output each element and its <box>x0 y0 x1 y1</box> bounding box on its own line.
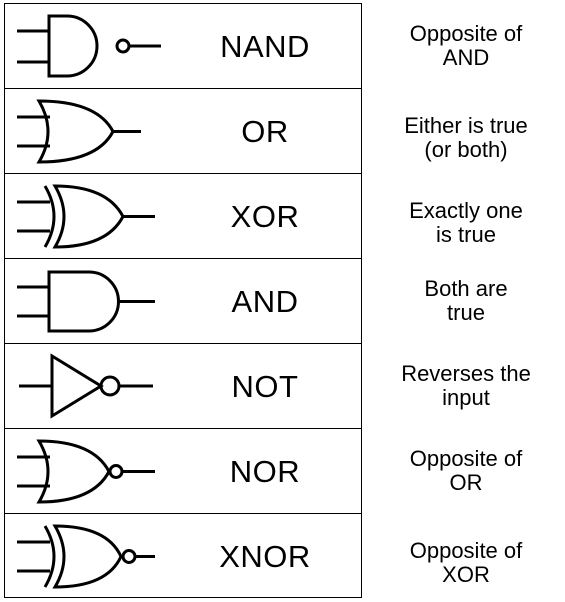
gate-name: NOR <box>229 454 301 489</box>
gate-name: XNOR <box>219 539 311 574</box>
gate-description-not: Reverses the input <box>401 361 531 410</box>
gate-row-xor: XOR <box>5 174 361 259</box>
nand-gate-icon <box>17 14 161 78</box>
gate-name: XOR <box>230 199 300 234</box>
gate-description-xnor: Opposite of XOR <box>409 538 523 587</box>
xor-gate-icon <box>17 184 155 249</box>
gate-table: NAND OR XOR <box>4 3 362 598</box>
gate-description-nand: Opposite of AND <box>409 21 523 70</box>
gate-row-nor: NOR <box>5 429 361 514</box>
xnor-gate-icon <box>17 524 155 589</box>
gate-row-nand: NAND <box>5 4 361 89</box>
and-gate-icon <box>17 270 155 333</box>
or-gate-icon <box>17 99 141 164</box>
gate-row-and: AND <box>5 259 361 344</box>
gate-name: AND <box>231 284 299 319</box>
nor-gate-icon <box>17 439 155 504</box>
gate-row-xnor: XNOR <box>5 514 361 599</box>
gate-row-not: NOT <box>5 344 361 429</box>
gate-name: NOT <box>231 369 299 404</box>
gate-description-or: Either is true (or both) <box>404 113 528 162</box>
gate-name: OR <box>241 114 289 149</box>
gate-description-xor: Exactly one is true <box>409 198 523 247</box>
gate-row-or: OR <box>5 89 361 174</box>
gate-description-nor: Opposite of OR <box>409 446 523 495</box>
gate-name: NAND <box>220 29 310 64</box>
not-gate-icon <box>19 353 153 419</box>
gate-description-and: Both are true <box>424 276 508 325</box>
